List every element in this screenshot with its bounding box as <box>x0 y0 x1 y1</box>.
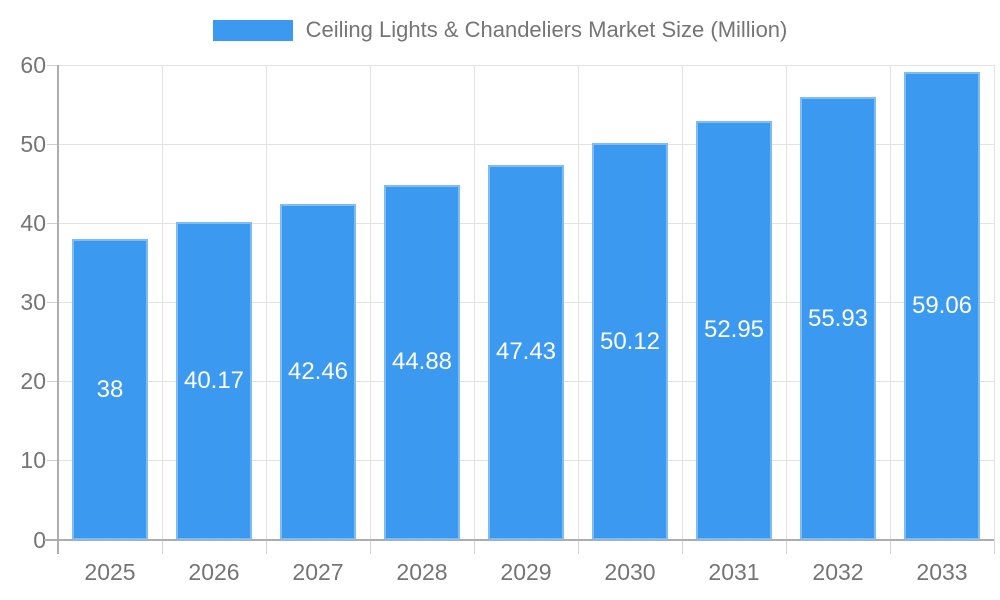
gridline-vertical <box>681 65 683 540</box>
legend[interactable]: Ceiling Lights & Chandeliers Market Size… <box>0 14 1000 46</box>
bar-value-label: 38 <box>96 375 124 403</box>
gridline-vertical <box>993 65 995 540</box>
bar-value-label: 50.12 <box>599 327 661 355</box>
bar-value-label: 59.06 <box>911 292 973 320</box>
y-axis-label: 10 <box>20 447 46 474</box>
x-axis-label: 2033 <box>916 559 968 585</box>
x-axis-tick <box>473 540 475 554</box>
bar-value-label: 42.46 <box>287 357 349 385</box>
x-axis-tick <box>993 540 995 554</box>
legend-label: Ceiling Lights & Chandeliers Market Size… <box>305 17 788 42</box>
bar-value-label: 47.43 <box>495 338 557 366</box>
y-axis-tick <box>47 460 58 462</box>
x-axis-tick <box>161 540 163 554</box>
x-axis-tick <box>681 540 683 554</box>
x-axis-label: 2027 <box>292 559 344 585</box>
bar-value-label: 52.95 <box>703 316 765 344</box>
bar[interactable] <box>488 164 564 540</box>
bar-value-label: 55.93 <box>807 304 869 332</box>
bar[interactable] <box>592 143 668 540</box>
y-axis-label: 0 <box>33 526 46 553</box>
y-axis-label: 30 <box>20 289 46 315</box>
y-axis-label: 50 <box>20 130 46 157</box>
y-axis-label: 40 <box>20 209 46 236</box>
gridline-vertical <box>577 65 579 540</box>
gridline-horizontal <box>58 64 994 66</box>
x-axis-tick <box>577 540 579 554</box>
x-axis-label: 2029 <box>500 559 552 585</box>
legend-swatch <box>212 19 293 41</box>
x-axis-label: 2031 <box>708 559 760 585</box>
gridline-vertical <box>473 65 475 540</box>
bar[interactable] <box>696 120 772 540</box>
gridline-vertical <box>265 65 267 540</box>
x-axis-label: 2030 <box>604 559 656 585</box>
bar[interactable] <box>384 184 460 540</box>
bar[interactable] <box>800 97 876 540</box>
x-axis-line <box>44 539 994 541</box>
bar[interactable] <box>280 203 356 540</box>
gridline-vertical <box>369 65 371 540</box>
y-axis-tick <box>47 222 58 224</box>
gridline-horizontal <box>58 143 994 145</box>
y-axis-label: 20 <box>20 368 46 395</box>
y-axis-tick <box>47 302 58 303</box>
bar[interactable] <box>904 72 980 540</box>
gridline-vertical <box>889 65 891 540</box>
x-axis-label: 2025 <box>84 559 136 585</box>
gridline-vertical <box>785 65 787 540</box>
x-axis-tick <box>369 540 371 554</box>
y-axis-tick <box>47 64 58 66</box>
bar-value-label: 44.88 <box>391 348 453 376</box>
bar-value-label: 40.17 <box>183 366 245 394</box>
x-axis-tick <box>785 540 787 554</box>
gridline-vertical <box>161 65 163 540</box>
bar[interactable] <box>72 239 148 540</box>
bar[interactable] <box>176 221 252 540</box>
x-axis-label: 2028 <box>396 559 448 585</box>
x-axis-label: 2026 <box>188 559 240 585</box>
x-axis-tick <box>889 540 891 554</box>
x-axis-label: 2032 <box>812 559 864 585</box>
y-axis-line <box>57 65 59 554</box>
y-axis-tick <box>47 381 58 383</box>
x-axis-tick <box>265 540 267 554</box>
y-axis-tick <box>47 143 58 145</box>
y-axis-label: 60 <box>20 51 46 78</box>
